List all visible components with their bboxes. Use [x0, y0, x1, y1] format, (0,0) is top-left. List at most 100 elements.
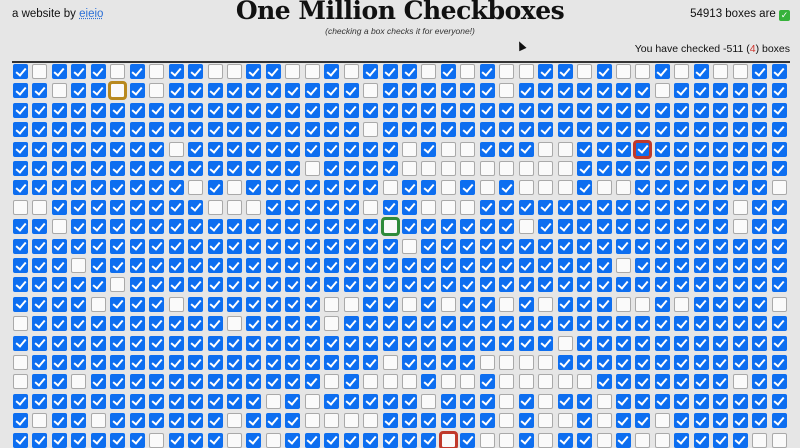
checkbox-checked[interactable] [577, 316, 593, 332]
checkbox-unchecked[interactable] [538, 141, 554, 157]
checkbox-checked[interactable] [460, 296, 476, 312]
checkbox-checked[interactable] [32, 122, 48, 138]
checkbox-checked[interactable] [557, 393, 573, 409]
checkbox-checked[interactable] [71, 355, 87, 370]
checkbox-checked[interactable] [324, 393, 340, 409]
checkbox-unchecked[interactable] [13, 316, 28, 332]
checkbox-checked[interactable] [363, 102, 379, 118]
checkbox-checked[interactable] [343, 199, 359, 215]
checkbox-checked[interactable] [635, 199, 651, 215]
checkbox-checked[interactable] [246, 161, 262, 176]
checkbox-checked[interactable] [635, 238, 651, 254]
checkbox-checked[interactable] [654, 180, 670, 196]
checkbox-checked[interactable] [382, 141, 398, 157]
checkbox-checked[interactable] [713, 83, 729, 99]
checkbox-checked[interactable] [149, 393, 165, 409]
checkbox-checked[interactable] [654, 141, 670, 157]
checkbox-unchecked[interactable] [324, 316, 340, 332]
checkbox-checked[interactable] [129, 374, 145, 390]
checkbox-checked[interactable] [440, 122, 456, 138]
checkbox-checked[interactable] [596, 83, 612, 99]
checkbox-checked[interactable] [207, 316, 223, 332]
checkbox-checked[interactable] [557, 277, 573, 293]
checkbox-checked[interactable] [577, 161, 593, 176]
checkbox-checked[interactable] [343, 161, 359, 176]
checkbox-checked[interactable] [460, 335, 476, 351]
checkbox-checked[interactable] [188, 277, 204, 293]
checkbox-checked[interactable] [32, 219, 48, 235]
checkbox-checked[interactable] [654, 316, 670, 332]
checkbox-checked[interactable] [207, 161, 223, 176]
checkbox-checked[interactable] [90, 122, 106, 138]
checkbox-unchecked[interactable] [479, 355, 495, 370]
checkbox-checked[interactable] [538, 335, 554, 351]
checkbox-checked[interactable] [693, 374, 709, 390]
checkbox-unchecked[interactable] [226, 432, 242, 448]
checkbox-checked[interactable] [363, 161, 379, 176]
checkbox-checked[interactable] [285, 219, 301, 235]
checkbox-checked[interactable] [246, 355, 262, 370]
checkbox-checked[interactable] [518, 413, 534, 429]
checkbox-checked[interactable] [343, 355, 359, 370]
checkbox-unchecked[interactable] [304, 413, 320, 429]
checkbox-checked[interactable] [32, 238, 48, 254]
checkbox-checked[interactable] [207, 335, 223, 351]
checkbox-checked[interactable] [440, 258, 456, 273]
checkbox-checked[interactable] [265, 355, 281, 370]
checkbox-checked[interactable] [285, 432, 301, 448]
checkbox-unchecked[interactable] [440, 141, 456, 157]
checkbox-unchecked[interactable] [226, 64, 242, 79]
checkbox-checked[interactable] [188, 413, 204, 429]
checkbox-checked[interactable] [188, 374, 204, 390]
checkbox-checked[interactable] [635, 122, 651, 138]
checkbox-checked[interactable] [518, 335, 534, 351]
checkbox-checked[interactable] [110, 219, 126, 235]
checkbox-checked[interactable] [596, 64, 612, 79]
checkbox-checked[interactable] [635, 258, 651, 273]
checkbox-checked[interactable] [110, 141, 126, 157]
checkbox-checked[interactable] [71, 64, 87, 79]
checkbox-unchecked[interactable] [149, 64, 165, 79]
checkbox-unchecked[interactable] [538, 161, 554, 176]
checkbox-checked[interactable] [32, 393, 48, 409]
checkbox-checked[interactable] [693, 316, 709, 332]
checkbox-checked[interactable] [90, 335, 106, 351]
checkbox-checked[interactable] [382, 238, 398, 254]
checkbox-checked[interactable] [168, 238, 184, 254]
checkbox-checked[interactable] [518, 393, 534, 409]
checkbox-checked[interactable] [382, 296, 398, 312]
checkbox-checked[interactable] [324, 432, 340, 448]
checkbox-checked[interactable] [693, 335, 709, 351]
checkbox-unchecked[interactable] [518, 374, 534, 390]
checkbox-checked[interactable] [32, 83, 48, 99]
checkbox-checked[interactable] [110, 180, 126, 196]
checkbox-checked[interactable] [32, 161, 48, 176]
checkbox-checked[interactable] [635, 393, 651, 409]
checkbox-unchecked[interactable] [13, 374, 28, 390]
checkbox-checked[interactable] [343, 83, 359, 99]
checkbox-unchecked[interactable] [674, 64, 690, 79]
checkbox-checked[interactable] [207, 83, 223, 99]
checkbox-checked[interactable] [421, 413, 437, 429]
checkbox-unchecked[interactable] [518, 180, 534, 196]
checkbox-checked[interactable] [285, 277, 301, 293]
checkbox-unchecked[interactable] [615, 64, 631, 79]
checkbox-checked[interactable] [32, 277, 48, 293]
checkbox-checked[interactable] [382, 393, 398, 409]
checkbox-checked[interactable] [732, 335, 748, 351]
checkbox-checked[interactable] [32, 180, 48, 196]
checkbox-checked[interactable] [421, 83, 437, 99]
checkbox-checked[interactable] [129, 83, 145, 99]
checkbox-unchecked[interactable] [557, 374, 573, 390]
checkbox-checked[interactable] [674, 238, 690, 254]
checkbox-checked[interactable] [596, 374, 612, 390]
checkbox-checked[interactable] [538, 122, 554, 138]
checkbox-checked[interactable] [13, 219, 28, 235]
checkbox-checked[interactable] [460, 393, 476, 409]
checkbox-checked[interactable] [752, 335, 768, 351]
checkbox-checked[interactable] [635, 335, 651, 351]
checkbox-checked[interactable] [674, 219, 690, 235]
checkbox-checked[interactable] [635, 102, 651, 118]
checkbox-unchecked[interactable] [596, 413, 612, 429]
checkbox-unchecked[interactable] [363, 413, 379, 429]
